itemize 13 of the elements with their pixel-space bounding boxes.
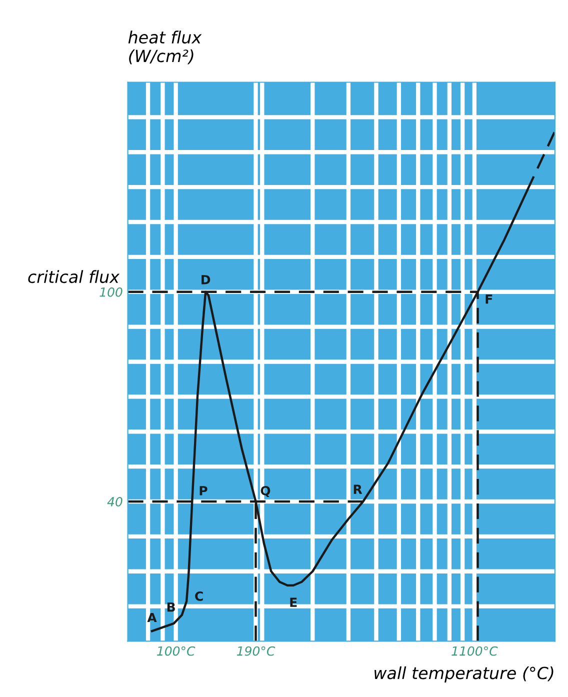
x-tick-label: 190°C — [236, 646, 276, 656]
annotation: C — [195, 591, 203, 601]
annotation: D — [202, 275, 210, 284]
y-tick-label: 40 — [107, 496, 122, 506]
annotation: R — [354, 484, 362, 494]
y-tick-label: 100 — [100, 287, 122, 297]
x-tick-label: 100°C — [157, 646, 196, 656]
y-axis-title: heat flux (W/cm²) — [128, 30, 202, 64]
annotation: P — [200, 486, 208, 496]
x-tick-label: 1100°C — [452, 646, 498, 656]
x-axis-title: wall temperature (°C) — [374, 666, 554, 683]
annotation: F — [486, 294, 492, 304]
annotation: critical flux — [28, 270, 120, 284]
